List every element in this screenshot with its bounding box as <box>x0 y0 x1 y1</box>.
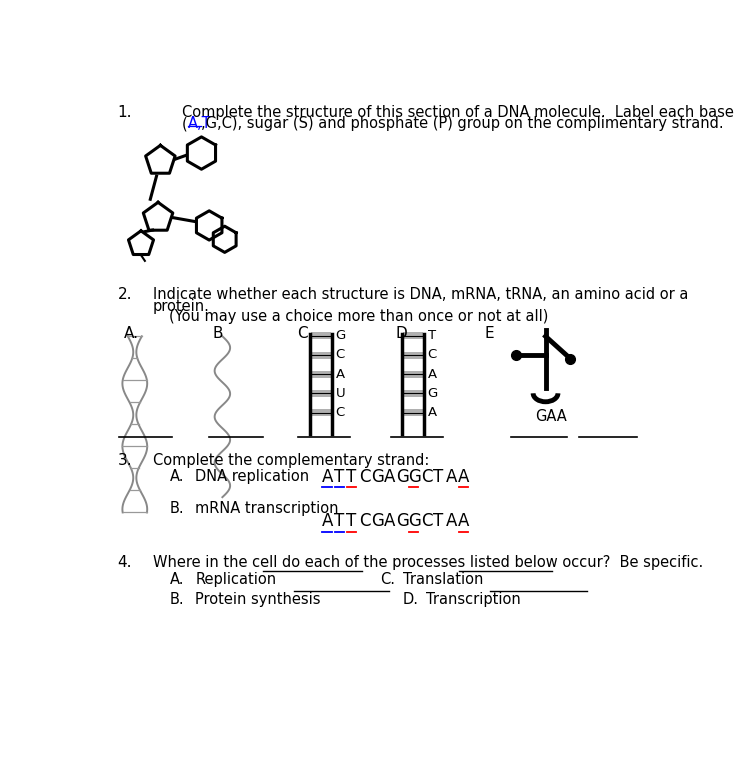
Text: G: G <box>336 329 345 342</box>
Text: C: C <box>336 406 345 419</box>
Text: U: U <box>336 387 345 400</box>
Text: T: T <box>433 467 444 486</box>
Bar <box>403 409 423 416</box>
Bar <box>403 391 423 397</box>
Text: A: A <box>458 512 469 530</box>
Text: G: G <box>396 467 409 486</box>
Text: T: T <box>428 329 436 342</box>
Text: Where in the cell do each of the processes listed below occur?  Be specific.: Where in the cell do each of the process… <box>153 555 703 570</box>
Bar <box>311 391 331 397</box>
Text: T: T <box>346 467 357 486</box>
Text: G: G <box>408 512 421 530</box>
Bar <box>311 352 331 359</box>
Text: A.: A. <box>124 326 139 340</box>
Text: C: C <box>421 512 432 530</box>
Text: G: G <box>408 467 421 486</box>
Text: (You may use a choice more than once or not at all): (You may use a choice more than once or … <box>169 309 548 325</box>
Text: A: A <box>428 367 437 381</box>
Text: T: T <box>433 512 444 530</box>
Text: A.: A. <box>169 469 184 484</box>
Text: 4.: 4. <box>118 555 132 570</box>
Text: Complete the complementary strand:: Complete the complementary strand: <box>153 453 429 467</box>
Text: D.: D. <box>403 592 419 607</box>
Text: C: C <box>359 467 370 486</box>
Text: G: G <box>371 512 384 530</box>
Text: G: G <box>396 512 409 530</box>
Text: C.: C. <box>380 572 395 587</box>
Text: protein.: protein. <box>153 298 209 314</box>
Text: D: D <box>395 326 407 340</box>
Text: mRNA transcription: mRNA transcription <box>195 501 339 516</box>
Bar <box>311 371 331 378</box>
Text: C: C <box>359 512 370 530</box>
Text: B.: B. <box>169 592 184 607</box>
Text: ,G,C), sugar (S) and phosphate (P) group on the complimentary strand.: ,G,C), sugar (S) and phosphate (P) group… <box>201 116 724 131</box>
Text: A: A <box>445 512 457 530</box>
Text: DNA replication: DNA replication <box>195 469 309 484</box>
Text: Transcription: Transcription <box>426 592 521 607</box>
Text: A: A <box>336 367 345 381</box>
Text: Translation: Translation <box>403 572 483 587</box>
Bar <box>311 332 331 339</box>
Text: 1.: 1. <box>118 105 132 119</box>
Text: 3.: 3. <box>118 453 132 467</box>
Text: C: C <box>336 348 345 361</box>
Text: B: B <box>212 326 223 340</box>
Text: E: E <box>485 326 494 340</box>
Text: Protein synthesis: Protein synthesis <box>195 592 321 607</box>
Text: GAA: GAA <box>534 409 566 425</box>
Text: A: A <box>383 512 395 530</box>
Text: A: A <box>383 467 395 486</box>
Text: 2.: 2. <box>118 287 132 302</box>
Text: Complete the structure of this section of a DNA molecule.  Label each base: Complete the structure of this section o… <box>182 105 734 119</box>
Text: (: ( <box>182 116 187 131</box>
Text: Indicate whether each structure is DNA, mRNA, tRNA, an amino acid or a: Indicate whether each structure is DNA, … <box>153 287 688 302</box>
Text: A: A <box>458 467 469 486</box>
Bar <box>403 371 423 378</box>
Text: A.: A. <box>169 572 184 587</box>
Text: A,T: A,T <box>187 116 211 131</box>
Text: A: A <box>445 467 457 486</box>
Bar <box>403 332 423 339</box>
Bar <box>311 409 331 416</box>
Text: A: A <box>428 406 437 419</box>
Text: T: T <box>346 512 357 530</box>
Text: T: T <box>334 512 344 530</box>
Text: G: G <box>428 387 438 400</box>
Text: G: G <box>371 467 384 486</box>
Text: T: T <box>334 467 344 486</box>
Text: C: C <box>428 348 437 361</box>
Bar <box>403 352 423 359</box>
Text: A: A <box>321 512 333 530</box>
Text: Replication: Replication <box>195 572 277 587</box>
Text: C: C <box>298 326 308 340</box>
Text: A: A <box>321 467 333 486</box>
Text: B.: B. <box>169 501 184 516</box>
Text: C: C <box>421 467 432 486</box>
